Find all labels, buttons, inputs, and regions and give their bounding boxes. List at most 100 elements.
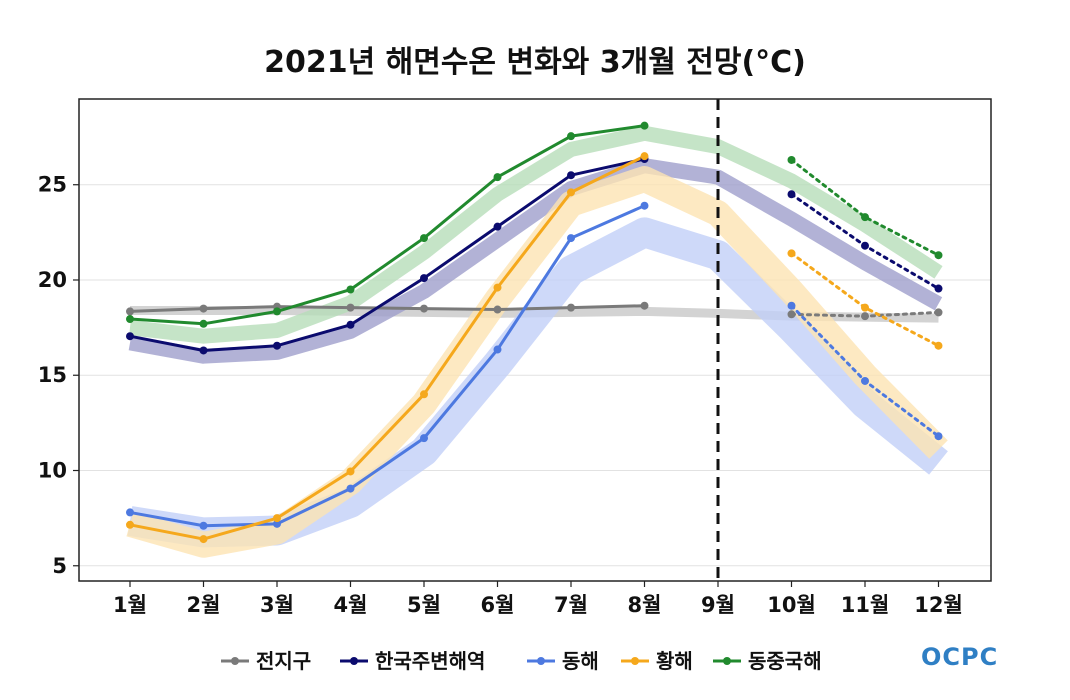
y-tick-label: 20 (38, 268, 67, 292)
data-point-2 (567, 234, 575, 243)
uncertainty-bands (126, 125, 948, 558)
data-point-4 (420, 234, 428, 243)
legend-label: 동중국해 (748, 649, 822, 673)
series-line-4 (129, 124, 645, 326)
data-point-4 (640, 121, 649, 130)
data-point-3 (126, 520, 134, 529)
data-point-2 (493, 345, 502, 354)
x-tick-label: 12월 (914, 593, 963, 617)
x-tick-label: 9월 (701, 593, 735, 617)
data-point-4 (493, 173, 502, 182)
data-point-1 (273, 341, 281, 350)
legend-label: 한국주변해역 (375, 649, 485, 673)
series-points (126, 121, 943, 544)
legend-label: 동해 (562, 649, 599, 673)
x-tick-label: 10월 (767, 593, 816, 617)
data-point-2 (346, 484, 355, 493)
band-2 (127, 217, 948, 548)
legend-label: 전지구 (256, 649, 311, 673)
data-point-3 (273, 514, 281, 523)
data-point-2 (640, 201, 649, 210)
data-point-1 (420, 274, 428, 283)
data-point-4 (126, 315, 134, 324)
forecast-point-0 (787, 310, 796, 319)
data-point-1 (567, 171, 575, 180)
data-point-1 (346, 320, 355, 329)
forecast-point-2 (787, 301, 796, 310)
legend-label: 황해 (656, 649, 693, 673)
data-point-3 (420, 390, 428, 399)
forecast-point-4 (787, 155, 796, 164)
data-point-4 (199, 319, 208, 328)
series-line-2 (129, 204, 646, 528)
data-point-1 (199, 346, 208, 355)
forecast-point-4 (861, 213, 869, 222)
x-tick-label: 3월 (260, 593, 294, 617)
x-tick-label: 4월 (334, 593, 368, 617)
forecast-point-2 (861, 376, 869, 385)
y-tick-label: 25 (38, 173, 67, 197)
series-line-0 (129, 304, 645, 313)
grid-lines (79, 184, 991, 567)
forecast-line-4 (790, 158, 940, 257)
data-point-3 (199, 535, 208, 544)
data-point-2 (420, 434, 428, 443)
data-point-0 (493, 305, 502, 314)
logo-text: OCPC (921, 643, 998, 671)
data-point-4 (567, 132, 575, 141)
band-4 (129, 125, 943, 344)
legend-swatch-marker (537, 657, 545, 665)
x-tick-label: 2월 (187, 593, 221, 617)
data-point-0 (346, 303, 355, 312)
data-point-3 (640, 152, 649, 161)
x-tick-label: 6월 (481, 593, 515, 617)
data-point-1 (493, 222, 502, 231)
chart-title: 2021년 해면수온 변화와 3개월 전망(°C) (264, 45, 806, 80)
x-tick-label: 1월 (113, 593, 147, 617)
ocpc-logo: OCPC (921, 643, 998, 671)
legend-swatch-marker (231, 657, 239, 665)
band-1 (128, 158, 943, 364)
legend-swatch-marker (723, 657, 731, 665)
data-point-1 (126, 332, 134, 341)
data-point-0 (420, 304, 428, 313)
y-axis-ticks: 5 10 15 20 25 (38, 173, 79, 578)
forecast-point-0 (934, 308, 943, 317)
forecast-point-3 (861, 303, 869, 312)
legend-swatch-marker (631, 657, 639, 665)
series-line-1 (129, 157, 645, 352)
data-point-2 (199, 521, 208, 530)
x-tick-label: 11월 (841, 593, 890, 617)
forecast-point-3 (934, 341, 943, 350)
forecast-point-4 (934, 251, 943, 260)
data-point-0 (567, 303, 575, 312)
series-line-3 (129, 154, 646, 541)
forecast-line-1 (790, 192, 940, 291)
data-point-4 (346, 285, 355, 294)
y-tick-label: 10 (38, 459, 67, 483)
data-point-3 (493, 283, 502, 292)
x-axis-ticks: 1월 2월 3월 4월 5월 6월 7월 8월 9월 10월 11월 12월 (113, 581, 963, 617)
data-point-3 (346, 467, 355, 476)
band-3 (126, 166, 948, 558)
plot-frame (78, 98, 992, 582)
x-tick-label: 5월 (407, 593, 441, 617)
legend: 전지구 한국주변해역 동해 황해 동중국해 (221, 649, 822, 673)
data-point-0 (640, 301, 649, 310)
data-point-4 (273, 307, 281, 316)
forecast-point-3 (787, 249, 796, 258)
forecast-point-1 (934, 284, 943, 293)
x-tick-label: 7월 (554, 593, 588, 617)
data-point-0 (126, 307, 134, 316)
forecast-point-2 (934, 432, 943, 441)
x-tick-label: 8월 (628, 593, 662, 617)
y-tick-label: 15 (38, 363, 67, 387)
data-point-2 (126, 508, 134, 517)
data-point-0 (199, 304, 208, 313)
legend-swatch-marker (350, 657, 358, 665)
forecast-point-1 (787, 190, 796, 199)
forecast-point-0 (861, 312, 869, 321)
data-point-3 (567, 188, 575, 197)
y-tick-label: 5 (52, 554, 67, 578)
